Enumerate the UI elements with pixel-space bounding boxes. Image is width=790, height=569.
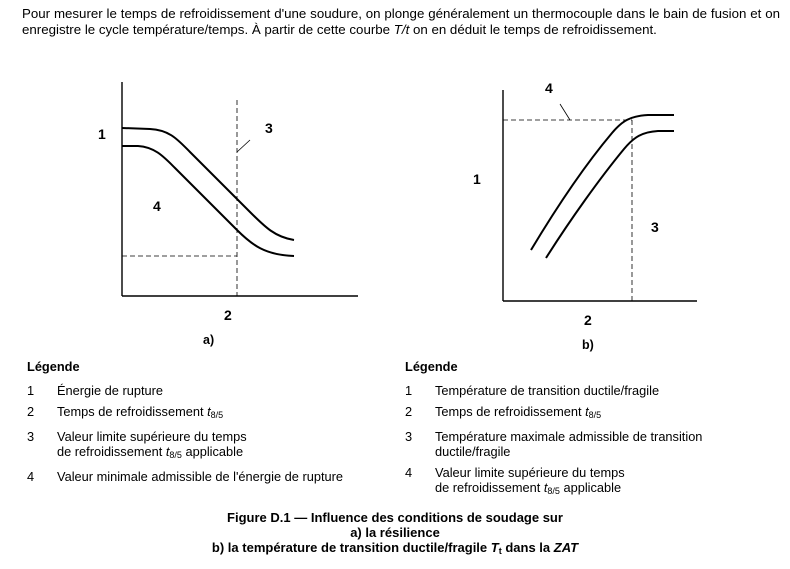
- figure-a-label-3: 3: [265, 120, 273, 136]
- intro-paragraph: Pour mesurer le temps de refroidissement…: [22, 6, 780, 37]
- figure-b-label-4: 4: [545, 80, 553, 96]
- legend-a-item-3: 3 Valeur limite supérieure du temps de re…: [27, 429, 247, 460]
- legend-a: Légende 1 Énergie de rupture 2 Temps de …: [27, 359, 397, 490]
- legend-a-item-1: 1 Énergie de rupture: [27, 383, 163, 398]
- legend-a-item-2: 2 Temps de refroidissement t8/5: [27, 404, 224, 420]
- legend-b: Légende 1 Température de transition duct…: [405, 359, 780, 505]
- legend-b-title: Légende: [405, 359, 458, 374]
- figure-a-caption: a): [203, 333, 214, 347]
- figure-caption-line-3: b) la température de transition ductile/…: [211, 540, 579, 556]
- legend-a-item-4: 4 Valeur minimale admissible de l'énergi…: [27, 469, 344, 484]
- legend-b-item-4: 4 Valeur limite supérieure du temps de re…: [405, 465, 625, 496]
- figure-b: [502, 90, 697, 302]
- figure-caption: Figure D.1 — Influence des conditions de…: [0, 510, 790, 559]
- figure-a-label-4: 4: [153, 198, 161, 214]
- legend-b-item-2: 2 Temps de refroidissement t8/5: [405, 404, 602, 420]
- figure-b-leader-4: [559, 103, 571, 121]
- figure-a-upper-curve: [121, 127, 295, 241]
- figure-b-caption: b): [582, 338, 594, 352]
- figure-caption-line-2: a) la résilience: [350, 525, 440, 540]
- figure-b-lower-curve: [545, 130, 674, 259]
- figure-a-lower-curve: [122, 145, 295, 257]
- figure-b-label-3: 3: [651, 219, 659, 235]
- figure-b-label-1: 1: [473, 171, 481, 187]
- figure-b-label-2: 2: [584, 312, 592, 328]
- legend-a-title: Légende: [27, 359, 80, 374]
- legend-b-item-3: 3 Température maximale admissible de tra…: [405, 429, 703, 459]
- figure-a-label-1: 1: [98, 126, 106, 142]
- figure-b-upper-curve: [530, 114, 674, 251]
- legend-b-item-1: 1 Température de transition ductile/frag…: [405, 383, 660, 398]
- figure-a: [121, 82, 358, 297]
- figure-a-leader-3: [236, 139, 251, 153]
- figure-a-label-2: 2: [224, 307, 232, 323]
- figure-caption-line-1: Figure D.1 — Influence des conditions de…: [227, 510, 563, 525]
